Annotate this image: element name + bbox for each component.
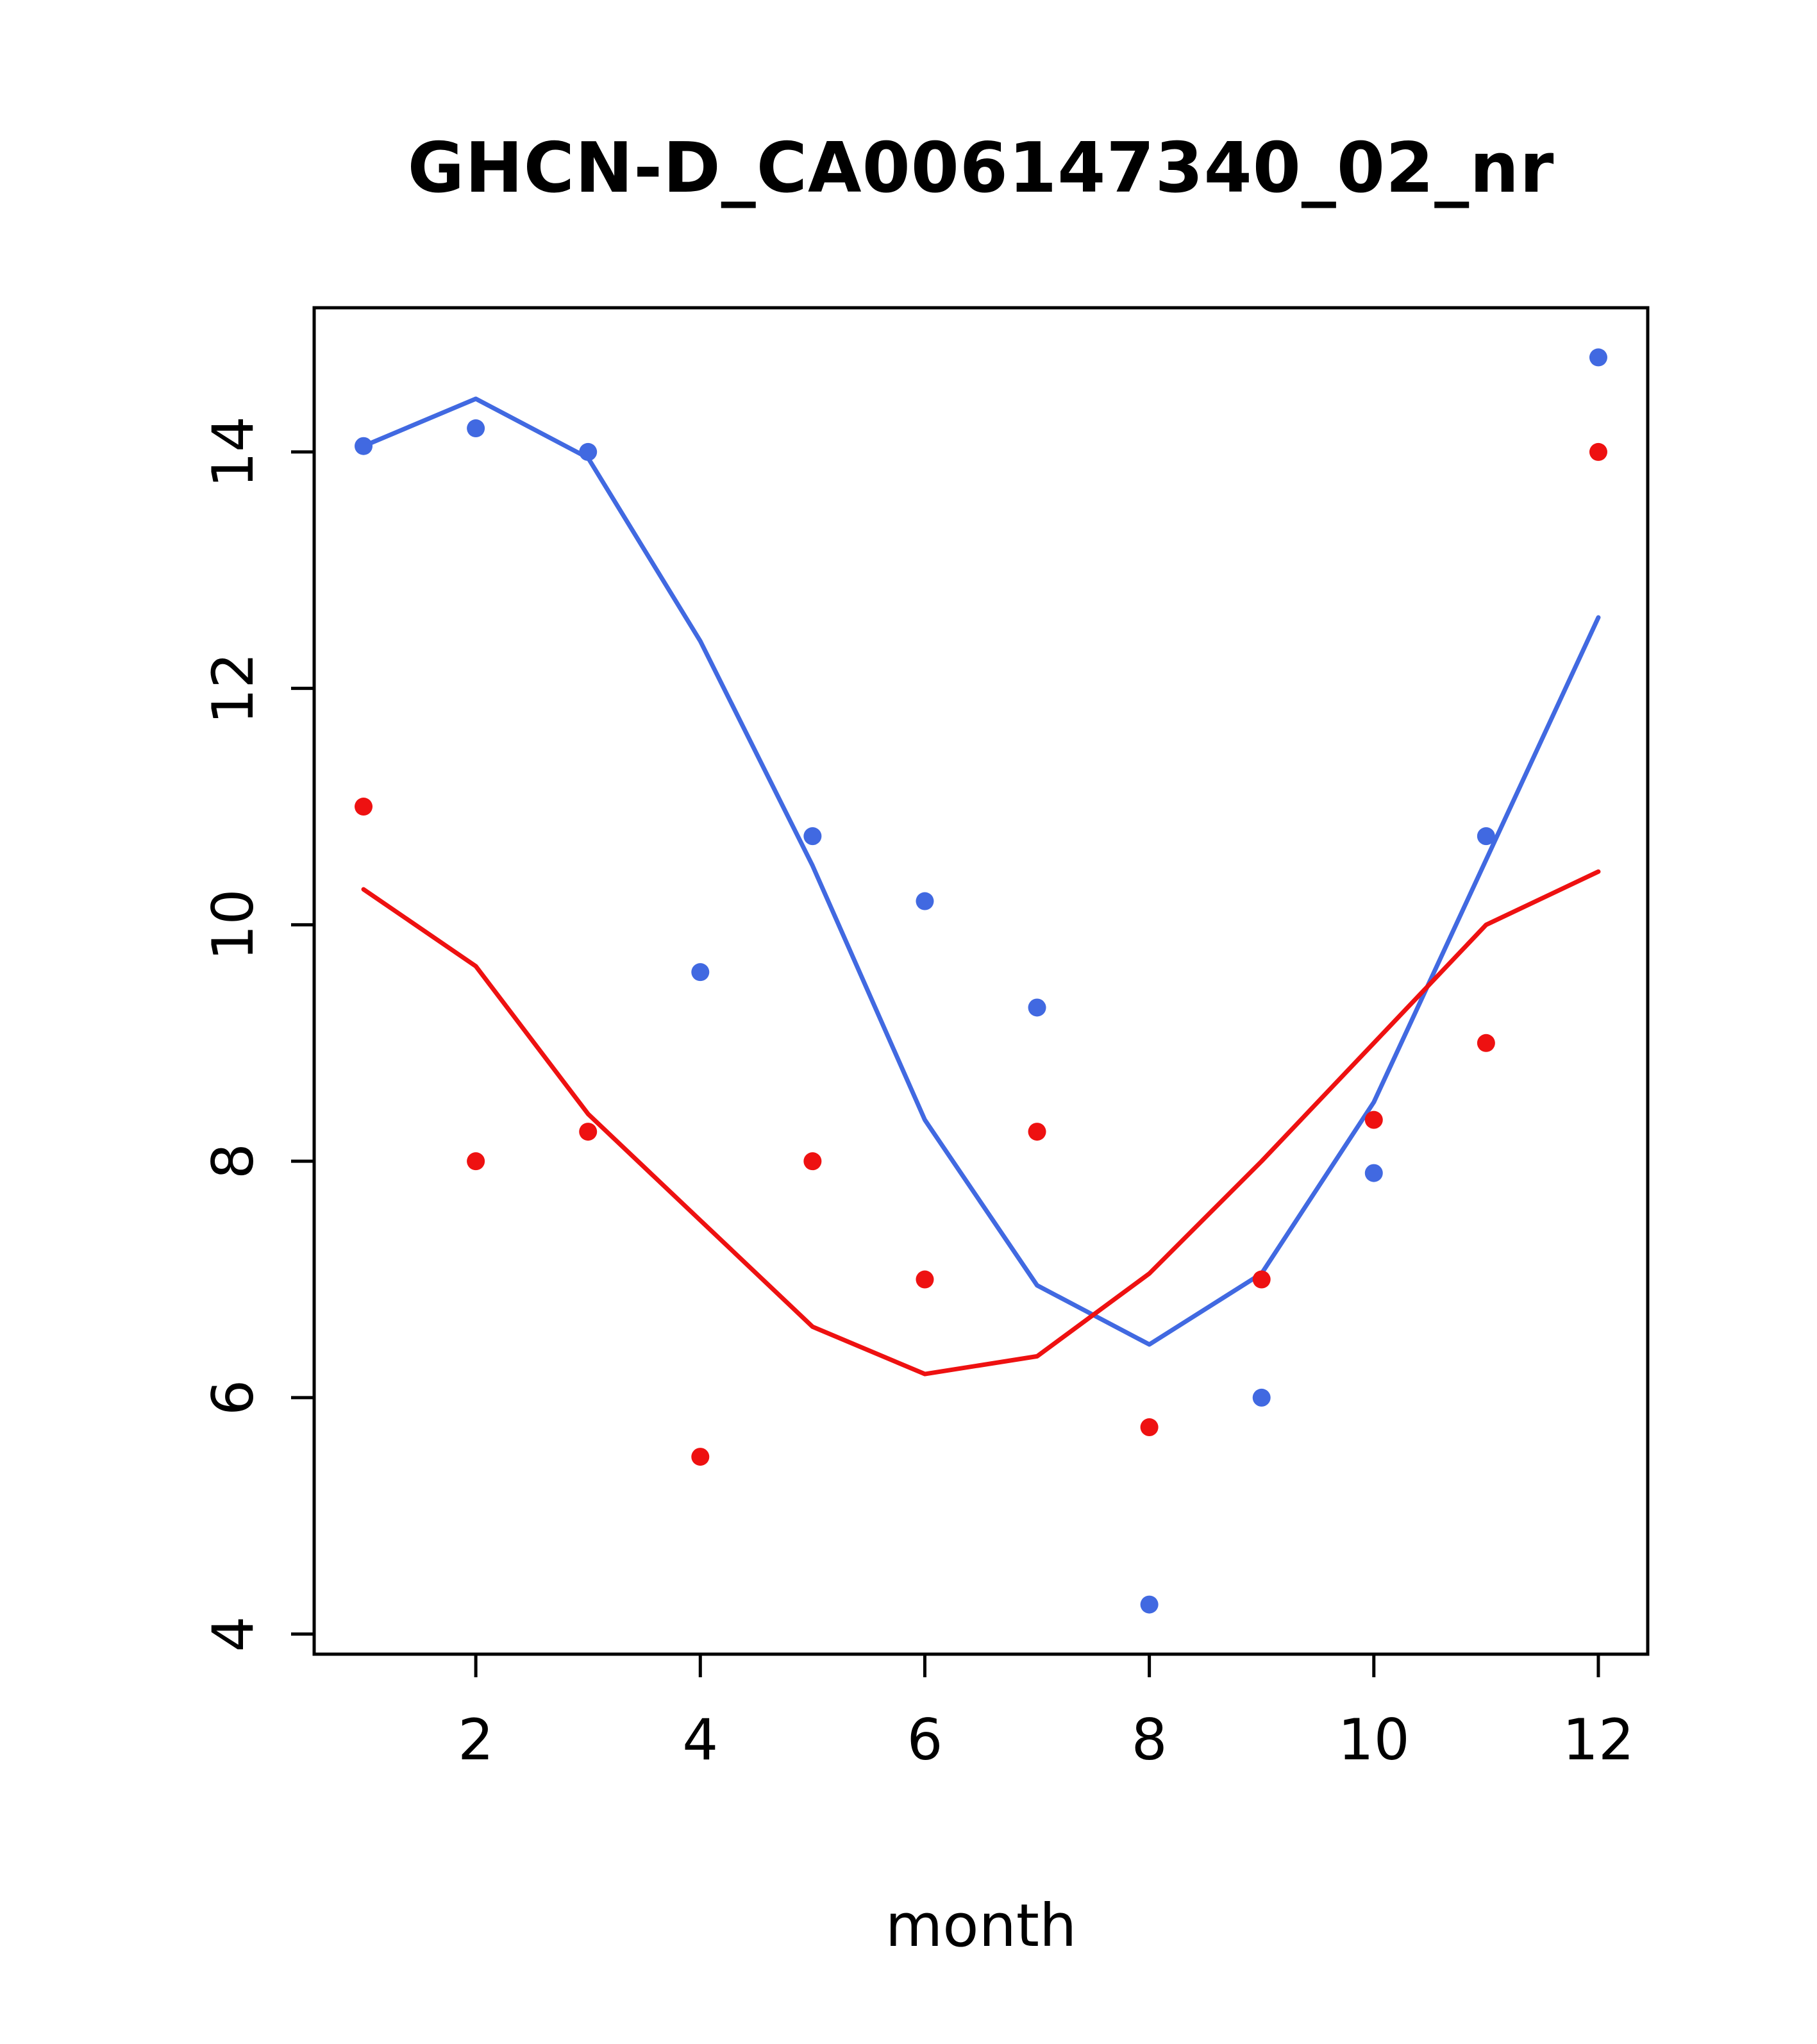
blue-observations-point	[1477, 827, 1495, 846]
red-observations-point	[916, 1270, 934, 1289]
red-observations-point	[579, 1123, 598, 1141]
red-observations-point	[1364, 1110, 1383, 1129]
blue-observations-point	[803, 827, 822, 846]
blue-fit-line	[361, 396, 1601, 1347]
x-tick-label: 4	[682, 1707, 718, 1773]
x-axis-label: month	[885, 1891, 1077, 1960]
red-observations-point	[1252, 1270, 1271, 1289]
blue-observations-point	[1364, 1164, 1383, 1182]
red-fit-line	[361, 869, 1601, 1377]
blue-observations-point	[355, 437, 373, 455]
red-observations-point	[1477, 1034, 1495, 1052]
red-observations-point	[803, 1152, 822, 1171]
x-tick-label: 12	[1562, 1707, 1634, 1773]
y-tick-label: 14	[200, 416, 266, 488]
red-observations-point	[691, 1448, 710, 1466]
blue-observations-point	[1252, 1388, 1271, 1407]
x-tick-label: 8	[1132, 1707, 1168, 1773]
plot-title: GHCN-D_CA006147340_02_nr	[407, 128, 1555, 208]
blue-observations-point	[1140, 1595, 1159, 1614]
y-tick-label: 10	[200, 889, 266, 960]
x-tick-label: 2	[458, 1707, 494, 1773]
red-observations-point	[1589, 442, 1607, 461]
red-observations-point	[1028, 1123, 1046, 1141]
blue-observations-point	[1028, 998, 1046, 1017]
y-tick-label: 6	[200, 1380, 266, 1416]
blue-observations-point	[1589, 348, 1607, 367]
red-observations-point	[1140, 1418, 1159, 1437]
blue-observations-point	[467, 419, 485, 438]
x-tick-label: 6	[907, 1707, 942, 1773]
y-tick-label: 8	[200, 1143, 266, 1179]
plot-box	[312, 306, 1650, 1656]
red-observations-point	[355, 798, 373, 816]
blue-observations-point	[579, 442, 598, 461]
red-observations-point	[467, 1152, 485, 1171]
y-tick-label: 12	[200, 653, 266, 725]
x-tick-label: 10	[1338, 1707, 1410, 1773]
y-tick-label: 4	[200, 1616, 266, 1652]
blue-observations-point	[916, 892, 934, 910]
blue-observations-point	[691, 963, 710, 982]
